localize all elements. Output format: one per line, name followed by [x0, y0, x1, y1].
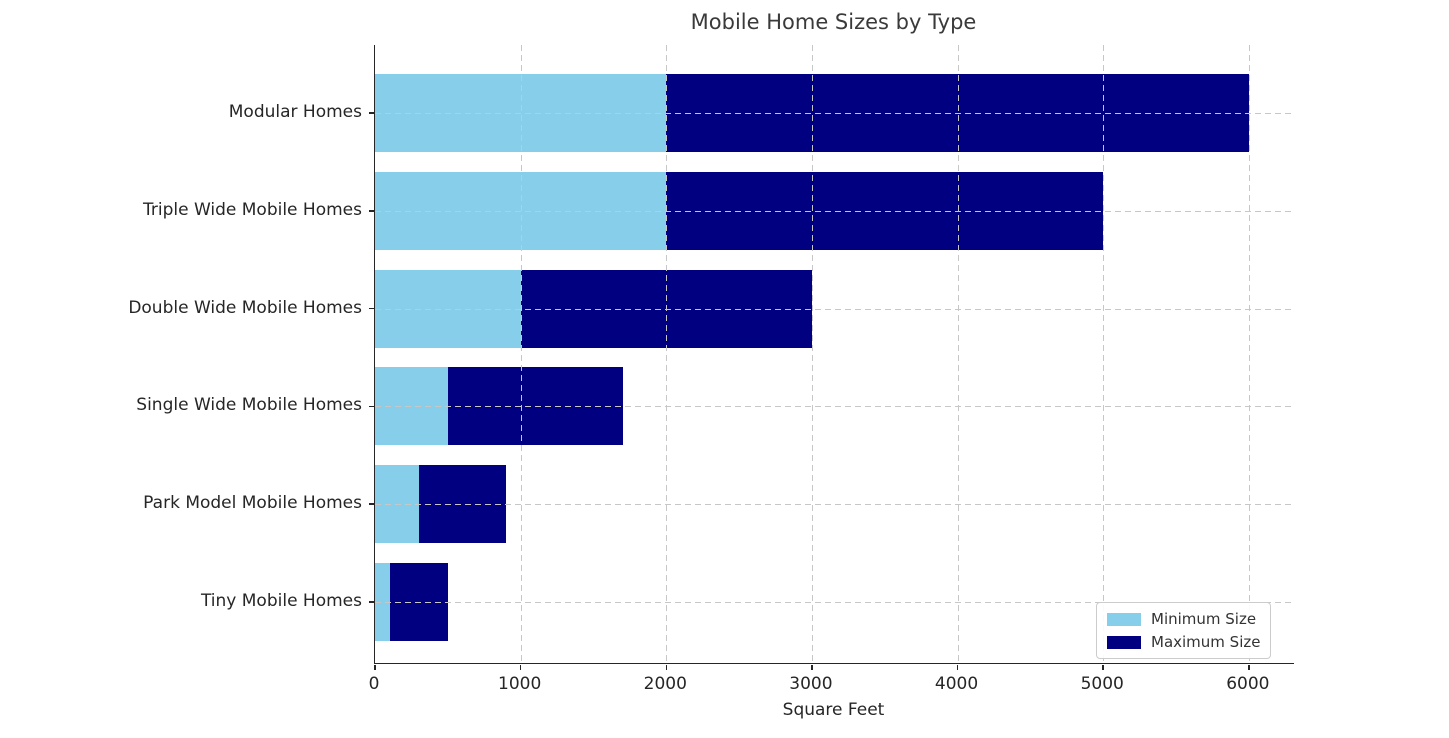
y-tick — [369, 112, 374, 114]
horizontal-gridline — [375, 406, 1294, 408]
horizontal-gridline — [375, 308, 1294, 310]
x-tick-label: 5000 — [1080, 674, 1124, 694]
x-tick-label: 0 — [368, 674, 380, 694]
horizontal-gridline — [375, 602, 1294, 603]
vertical-gridline — [520, 45, 522, 663]
y-tick — [369, 405, 374, 408]
x-tick-label: 2000 — [643, 674, 687, 694]
vertical-gridline — [811, 45, 813, 663]
horizontal-gridline — [375, 210, 1294, 212]
legend-label: Minimum Size — [1151, 610, 1257, 628]
y-tick — [369, 210, 374, 212]
x-tick — [519, 664, 522, 670]
category-label: Tiny Mobile Homes — [200, 591, 362, 611]
x-tick-label: 3000 — [789, 674, 833, 694]
vertical-gridline — [1103, 45, 1105, 663]
y-tick — [369, 503, 374, 505]
legend: Minimum Size Maximum Size — [1096, 602, 1272, 659]
vertical-gridline — [666, 45, 668, 663]
category-label: Double Wide Mobile Homes — [128, 297, 362, 318]
legend-label: Maximum Size — [1151, 633, 1261, 651]
horizontal-gridline — [375, 113, 1294, 114]
plot-area — [369, 45, 1294, 670]
legend-swatch-maximum-size — [1107, 635, 1141, 649]
vertical-gridline — [957, 45, 959, 663]
x-tick — [811, 664, 813, 670]
x-tick — [665, 664, 668, 670]
y-tick — [369, 601, 374, 603]
y-tick — [369, 307, 374, 310]
horizontal-gridline — [375, 504, 1294, 506]
x-tick-label: 4000 — [934, 674, 979, 694]
x-tick-label: 1000 — [498, 674, 542, 694]
x-tick — [1102, 664, 1104, 670]
x-tick-label: 6000 — [1226, 674, 1270, 694]
chart-title: Mobile Home Sizes by Type — [690, 10, 977, 34]
category-label: Modular Homes — [228, 102, 362, 122]
legend-item: Maximum Size — [1107, 633, 1260, 651]
legend-item: Minimum Size — [1107, 610, 1260, 628]
legend-swatch-minimum-size — [1107, 612, 1141, 626]
x-tick — [374, 664, 376, 670]
vertical-gridline — [1248, 45, 1250, 663]
category-label: Single Wide Mobile Homes — [136, 395, 362, 416]
x-tick — [1248, 664, 1250, 670]
x-axis-label: Square Feet — [782, 700, 885, 720]
category-label: Park Model Mobile Homes — [143, 493, 362, 514]
category-label: Triple Wide Mobile Homes — [142, 199, 362, 220]
x-tick — [956, 664, 959, 670]
